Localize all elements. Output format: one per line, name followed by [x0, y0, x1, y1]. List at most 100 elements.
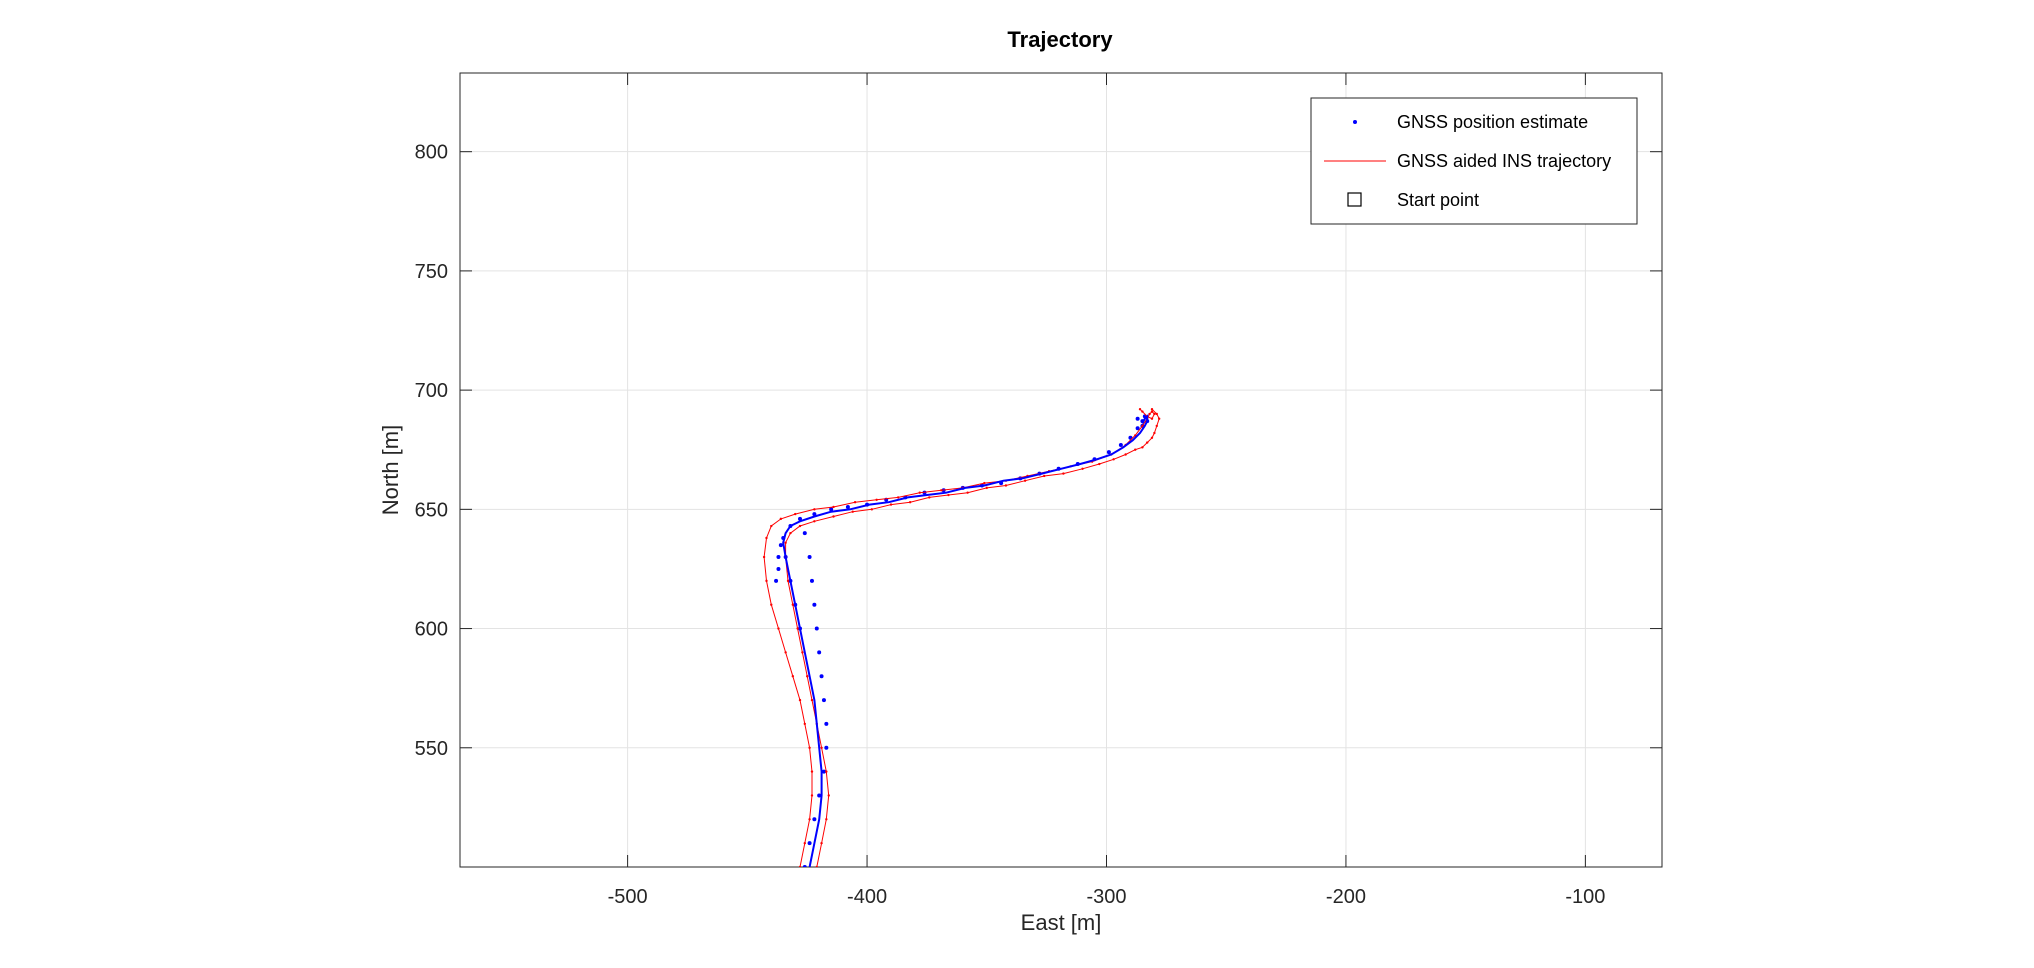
ins-trajectory-point [762, 555, 766, 559]
ins-trajectory-point [928, 496, 931, 499]
ins-trajectory-point [918, 491, 921, 494]
ins-trajectory-point [810, 770, 814, 773]
x-tick-label: -400 [847, 886, 887, 908]
ins-trajectory-point [813, 508, 816, 511]
y-axis-title: North [m] [378, 425, 403, 515]
chart-title: Trajectory [1007, 27, 1113, 52]
ins-trajectory-point [853, 500, 857, 504]
ins-trajectory-point [808, 746, 811, 749]
gnss-position-point [1118, 442, 1123, 447]
ins-trajectory-point [827, 794, 830, 797]
gnss-position-point [812, 602, 817, 607]
ins-trajectory-point [985, 486, 988, 490]
ins-trajectory-point [1153, 431, 1156, 435]
ins-trajectory-point [1148, 412, 1151, 416]
gnss-position-point [817, 793, 822, 798]
gnss-position-point [824, 745, 829, 750]
ins-trajectory-point [832, 515, 835, 518]
ins-trajectory-point [1138, 407, 1142, 411]
x-tick-label: -300 [1086, 886, 1126, 908]
ins-trajectory-point [1141, 446, 1144, 449]
ins-trajectory-point [1112, 458, 1115, 461]
gnss-position-point [776, 555, 781, 560]
plot-area [459, 72, 1663, 868]
legend-square-marker [1347, 192, 1362, 207]
gnss-position-point [821, 769, 826, 774]
ins-trajectory-point [947, 493, 950, 497]
gnss-position-point [824, 721, 829, 726]
series-layer [762, 407, 1161, 867]
gnss-position-point [1106, 450, 1111, 455]
ins-trajectory-point [1153, 412, 1156, 416]
ins-trajectory-point [791, 603, 795, 606]
x-axis-title: East [m] [1021, 910, 1102, 935]
x-tick-label: -200 [1326, 886, 1366, 908]
ins-trajectory-point [1081, 467, 1084, 471]
gnss-position-point [812, 512, 817, 517]
ins-trajectory-point [908, 500, 912, 504]
ins-trajectory-point [789, 531, 792, 535]
ins-trajectory-point [1098, 462, 1101, 466]
ins-trajectory-point [1043, 474, 1046, 478]
ins-trajectory-point [765, 579, 768, 583]
ins-trajectory-line [785, 408, 1160, 867]
gnss-position-point [817, 650, 822, 655]
ins-trajectory-point [825, 818, 828, 821]
gnss-position-point [778, 543, 783, 548]
legend-entry-ins-trajectory: GNSS aided INS trajectory [1324, 151, 1611, 171]
ins-trajectory-point [1134, 448, 1137, 451]
ins-trajectory-point [1004, 484, 1008, 487]
ins-trajectory-point [794, 512, 797, 516]
ins-trajectory-point [825, 770, 828, 773]
ins-trajectory-point [1155, 412, 1158, 416]
legend-label-ins-trajectory: GNSS aided INS trajectory [1397, 151, 1611, 171]
ins-trajectory-point [803, 722, 806, 726]
ins-trajectory-point [801, 651, 804, 654]
gnss-position-point [845, 504, 850, 509]
ins-trajectory-line [763, 408, 1156, 867]
ins-trajectory-point [889, 503, 893, 506]
ins-trajectory-point [851, 510, 854, 513]
gnss-position-point [807, 841, 812, 846]
ins-trajectory-point [791, 675, 795, 678]
ins-trajectory-point [896, 496, 900, 499]
ins-trajectory-point [777, 627, 780, 630]
ins-trajectory-point [779, 517, 783, 521]
ins-trajectory-point [808, 818, 811, 821]
ins-trajectory-point [1150, 410, 1154, 413]
ins-trajectory-point [832, 505, 835, 509]
ins-trajectory-point [770, 603, 773, 606]
grid-lines [460, 73, 1662, 867]
gnss-position-point [812, 817, 817, 822]
legend-label-start-point: Start point [1397, 190, 1479, 210]
ins-trajectory-point [875, 498, 878, 502]
ins-trajectory-point [1141, 410, 1144, 413]
ins-trajectory-point [870, 508, 874, 511]
ins-trajectory-point [940, 489, 943, 492]
ins-trajectory-point [1062, 472, 1065, 475]
ins-trajectory-point [1023, 479, 1027, 482]
ins-trajectory-point [803, 841, 806, 845]
ins-trajectory-point [1145, 441, 1149, 444]
ins-trajectory-point [1150, 407, 1154, 411]
ins-trajectory-point [786, 579, 790, 583]
y-tick-label: 650 [415, 499, 448, 521]
gnss-position-point [829, 507, 834, 512]
legend-entry-start-point: Start point [1347, 190, 1479, 210]
y-tick-label: 550 [415, 738, 448, 760]
ins-trajectory-point [770, 524, 773, 528]
ins-trajectory-point [798, 698, 802, 702]
ins-trajectory-point [765, 536, 768, 540]
gnss-position-point [1135, 416, 1140, 421]
y-tick-label: 750 [415, 261, 448, 283]
gnss-position-point [1135, 426, 1140, 431]
y-tick-label: 600 [415, 619, 448, 641]
gnss-position-point [814, 626, 819, 631]
ins-trajectory-point [820, 841, 823, 845]
legend: GNSS position estimate GNSS aided INS tr… [1310, 97, 1638, 225]
ins-trajectory-point [798, 524, 802, 528]
ins-trajectory-point [820, 746, 823, 749]
gnss-position-point [802, 865, 807, 867]
gnss-position-point [819, 674, 824, 679]
